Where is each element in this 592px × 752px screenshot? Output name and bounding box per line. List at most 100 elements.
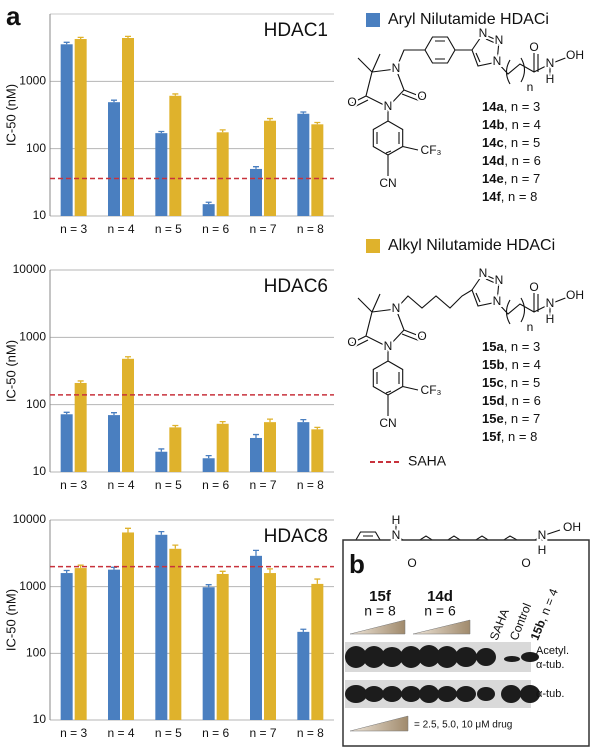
legend-label: Alkyl Nilutamide HDACi: [388, 237, 555, 254]
error-bar: [205, 454, 212, 459]
x-tick-label: n = 6: [202, 222, 229, 236]
bar: [250, 168, 262, 216]
y-tick-label: 100: [26, 141, 46, 155]
x-tick-label: n = 4: [107, 726, 134, 740]
legend-label: Aryl Nilutamide HDACi: [388, 11, 549, 28]
x-tick-label: n = 4: [107, 222, 134, 236]
error-bar: [77, 564, 84, 569]
error-bar: [314, 578, 321, 584]
bar: [169, 95, 182, 216]
error-bar: [267, 418, 273, 423]
compound-n: , n = 8: [501, 429, 538, 444]
compound-label: 15b, n = 4: [482, 357, 541, 372]
error-bar: [300, 628, 307, 632]
error-bar: [172, 544, 179, 549]
compound-id: 14c: [482, 135, 504, 150]
panel-label: a: [6, 1, 21, 31]
x-tick-label: n = 5: [155, 726, 182, 740]
error-bar: [205, 201, 212, 205]
y-tick-label: 1000: [19, 579, 46, 593]
x-tick-label: n = 3: [60, 478, 87, 492]
compound-label: 14b, n = 4: [482, 117, 541, 132]
y-tick-label: 1000: [19, 74, 46, 88]
error-bar: [125, 527, 131, 533]
error-bar: [314, 426, 321, 430]
compound-n: , n = 4: [504, 357, 541, 372]
bar-charts: 10 100 1000 HDAC1 IC-50 (nM) n = 3 n = 4 n = 5 n…: [3, 13, 334, 740]
compound-label: 14d, n = 6: [482, 153, 541, 168]
chart-title: HDAC1: [264, 20, 328, 41]
bar: [311, 429, 324, 472]
error-bar: [63, 411, 70, 415]
error-bar: [219, 420, 226, 424]
x-tick-label: n = 6: [202, 726, 229, 740]
y-tick-label: 10: [33, 208, 47, 222]
error-bar: [267, 568, 273, 574]
bar: [74, 382, 87, 472]
row-label: Acetyl.: [536, 645, 569, 657]
atom-label: O: [529, 280, 538, 294]
compound-label: 14f, n = 8: [482, 189, 537, 204]
bar: [122, 358, 134, 472]
atom-label: CN: [379, 176, 396, 190]
error-bar: [125, 356, 131, 359]
atom-label: H: [392, 513, 401, 527]
row-label: α-tub.: [536, 688, 564, 700]
bar: [216, 423, 229, 472]
atom-label: N: [538, 528, 547, 542]
error-bar: [111, 566, 117, 570]
compound-n: , n = 5: [504, 135, 541, 150]
atom-label: O: [347, 95, 356, 109]
compound-label: 15d, n = 6: [482, 393, 541, 408]
atom-label: N: [479, 26, 488, 40]
compound-id: 15f: [482, 429, 501, 444]
atom-label: H: [546, 312, 555, 326]
atom-label: OH: [566, 48, 584, 62]
bar: [108, 415, 120, 472]
y-axis-label: IC-50 (nM): [3, 589, 18, 651]
dose-wedge: [349, 715, 409, 732]
atom-label: O: [417, 329, 426, 343]
y-tick-label: 10: [33, 464, 47, 478]
bar: [202, 204, 215, 216]
x-tick-label: n = 3: [60, 222, 87, 236]
atom-label: N: [493, 54, 502, 68]
group-id: 15f: [369, 588, 392, 605]
atom-label: CF₃: [421, 143, 442, 157]
error-bar: [300, 418, 307, 423]
group-n: n = 8: [364, 603, 396, 619]
compound-n: , n = 7: [504, 171, 541, 186]
y-tick-label: 1000: [19, 330, 46, 344]
bar: [108, 102, 120, 216]
compound-n: , n = 3: [504, 99, 541, 114]
bar: [155, 534, 168, 720]
y-tick-label: 100: [26, 397, 46, 411]
x-tick-label: n = 8: [297, 222, 324, 236]
error-bar: [172, 93, 179, 96]
group-id: 14d: [427, 588, 453, 605]
compound-id: 15a: [482, 339, 504, 354]
compound-n: , n = 4: [504, 117, 541, 132]
error-bar: [219, 129, 226, 133]
bar: [169, 548, 182, 720]
bar: [250, 437, 262, 472]
atom-label: N: [493, 294, 502, 308]
bar: [264, 422, 276, 472]
x-tick-label: n = 8: [297, 726, 324, 740]
bar: [60, 414, 73, 472]
atom-label: O: [529, 40, 538, 54]
y-axis-label: IC-50 (nM): [3, 340, 18, 402]
y-tick-label: 10: [33, 712, 47, 726]
x-tick-label: n = 4: [107, 478, 134, 492]
bar: [122, 38, 134, 216]
error-bar: [158, 448, 165, 452]
dose-wedge: [349, 619, 406, 635]
atom-label: N: [384, 99, 393, 113]
compound-n: , n = 8: [501, 189, 538, 204]
error-bar: [77, 36, 84, 40]
compound-label: 15a, n = 3: [482, 339, 540, 354]
compound-label: 14c, n = 5: [482, 135, 540, 150]
compound-n: , n = 6: [504, 153, 541, 168]
bar: [74, 39, 87, 216]
